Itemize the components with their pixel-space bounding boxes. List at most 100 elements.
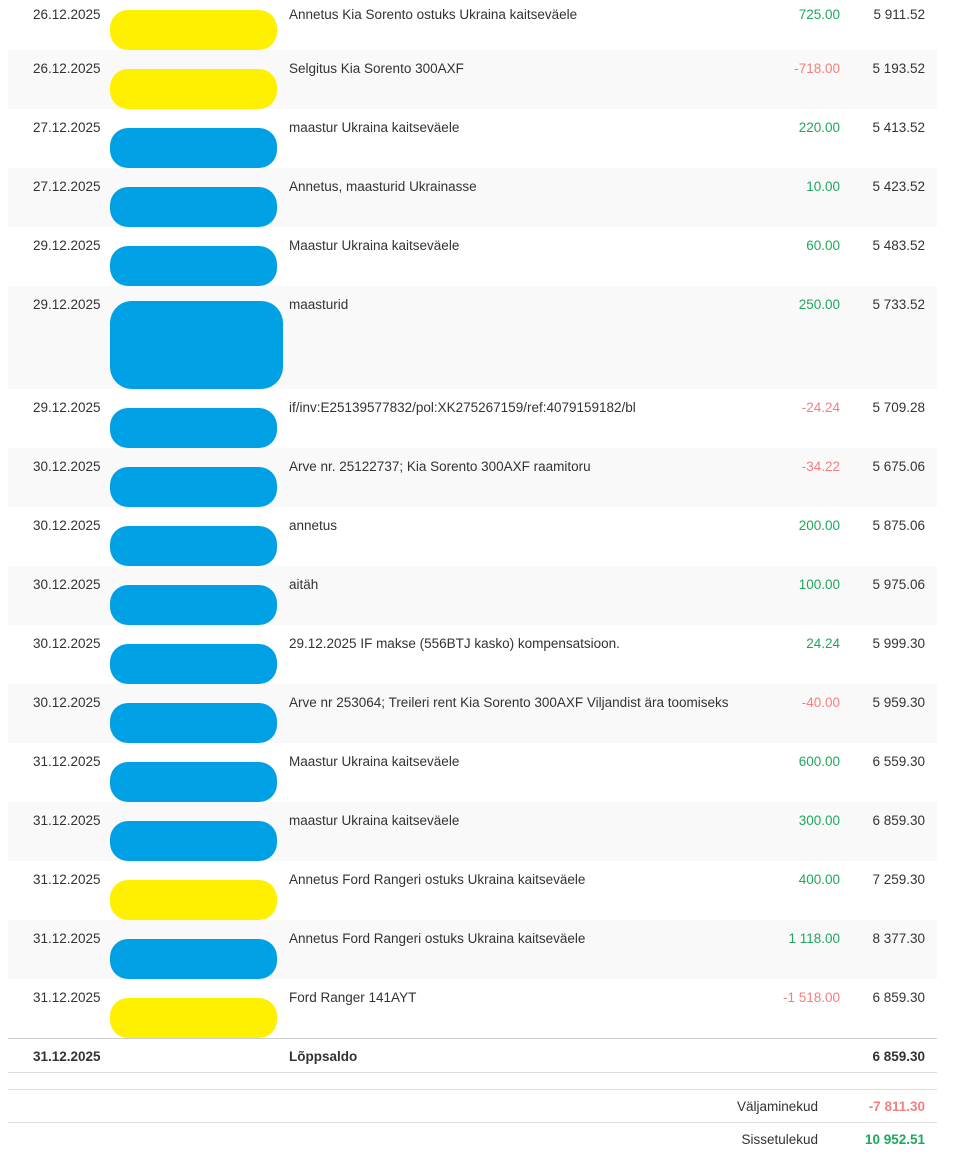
counterparty-cell bbox=[110, 625, 289, 684]
counterparty-cell bbox=[110, 566, 289, 625]
transaction-row[interactable]: 31.12.2025 Maastur Ukraina kaitseväele 6… bbox=[8, 743, 937, 802]
transaction-description: Annetus Ford Rangeri ostuks Ukraina kait… bbox=[289, 872, 586, 887]
transaction-row[interactable]: 27.12.2025 maastur Ukraina kaitseväele 2… bbox=[8, 109, 937, 168]
transaction-date: 31.12.2025 bbox=[33, 872, 101, 887]
transaction-row[interactable]: 29.12.2025 if/inv:E25139577832/pol:XK275… bbox=[8, 389, 937, 448]
redacted-counterparty bbox=[110, 128, 277, 168]
closing-date: 31.12.2025 bbox=[33, 1049, 101, 1064]
transaction-row[interactable]: 27.12.2025 Annetus, maasturid Ukrainasse… bbox=[8, 168, 937, 227]
transaction-description: Annetus Ford Rangeri ostuks Ukraina kait… bbox=[289, 931, 586, 946]
transaction-date: 29.12.2025 bbox=[33, 400, 101, 415]
transaction-row[interactable]: 30.12.2025 annetus 200.00 5 875.06 bbox=[8, 507, 937, 566]
transaction-row[interactable]: 31.12.2025 maastur Ukraina kaitseväele 3… bbox=[8, 802, 937, 861]
transaction-amount: 300.00 bbox=[798, 813, 840, 828]
transaction-date: 31.12.2025 bbox=[33, 990, 101, 1005]
redacted-counterparty bbox=[110, 703, 277, 743]
closing-amount-cell bbox=[750, 1039, 840, 1072]
transaction-amount: 600.00 bbox=[798, 754, 840, 769]
transaction-row[interactable]: 29.12.2025 maasturid 250.00 5 733.52 bbox=[8, 286, 937, 389]
redacted-counterparty bbox=[110, 187, 277, 227]
bank-statement-table: 26.12.2025 Annetus Kia Sorento ostuks Uk… bbox=[8, 0, 937, 1161]
transaction-amount: -34.22 bbox=[801, 459, 840, 474]
transaction-row[interactable]: 29.12.2025 Maastur Ukraina kaitseväele 6… bbox=[8, 227, 937, 286]
transaction-row[interactable]: 31.12.2025 Ford Ranger 141AYT -1 518.00 … bbox=[8, 979, 937, 1038]
counterparty-cell bbox=[110, 168, 289, 227]
transaction-amount: 1 118.00 bbox=[788, 931, 840, 946]
transaction-amount: -24.24 bbox=[801, 400, 840, 415]
transaction-date: 31.12.2025 bbox=[33, 813, 101, 828]
transaction-amount: 200.00 bbox=[798, 518, 840, 533]
counterparty-cell bbox=[110, 50, 289, 109]
transaction-row[interactable]: 31.12.2025 Annetus Ford Rangeri ostuks U… bbox=[8, 920, 937, 979]
redacted-counterparty bbox=[110, 880, 277, 920]
transaction-date: 27.12.2025 bbox=[33, 179, 101, 194]
spacer-row bbox=[8, 1073, 937, 1090]
counterparty-cell bbox=[110, 979, 289, 1038]
transaction-description: annetus bbox=[289, 518, 338, 533]
transaction-row[interactable]: 30.12.2025 Arve nr 253064; Treileri rent… bbox=[8, 684, 937, 743]
closing-balance-row: 31.12.2025 Lõppsaldo 6 859.30 bbox=[8, 1038, 937, 1073]
counterparty-cell bbox=[110, 684, 289, 743]
redacted-counterparty bbox=[110, 246, 277, 286]
transaction-balance: 5 423.52 bbox=[872, 179, 925, 194]
transaction-balance: 5 733.52 bbox=[872, 297, 925, 312]
transaction-description: Arve nr. 25122737; Kia Sorento 300AXF ra… bbox=[289, 459, 591, 474]
transaction-balance: 5 999.30 bbox=[872, 636, 925, 651]
outgoing-value: -7 811.30 bbox=[868, 1099, 925, 1114]
transaction-row[interactable]: 30.12.2025 29.12.2025 IF makse (556BTJ k… bbox=[8, 625, 937, 684]
transaction-amount: 400.00 bbox=[798, 872, 840, 887]
redacted-counterparty bbox=[110, 644, 277, 684]
transaction-balance: 8 377.30 bbox=[872, 931, 925, 946]
transaction-amount: 725.00 bbox=[798, 7, 840, 22]
transaction-balance: 5 959.30 bbox=[872, 695, 925, 710]
transaction-amount: -40.00 bbox=[801, 695, 840, 710]
transaction-balance: 6 559.30 bbox=[872, 754, 925, 769]
counterparty-cell bbox=[110, 743, 289, 802]
redacted-counterparty bbox=[110, 998, 277, 1038]
counterparty-cell bbox=[110, 920, 289, 979]
transaction-row[interactable]: 26.12.2025 Annetus Kia Sorento ostuks Uk… bbox=[8, 0, 937, 50]
transaction-date: 30.12.2025 bbox=[33, 577, 101, 592]
redacted-counterparty bbox=[110, 526, 277, 566]
counterparty-cell bbox=[110, 109, 289, 168]
redacted-counterparty bbox=[110, 69, 277, 109]
outgoing-label: Väljaminekud bbox=[736, 1099, 818, 1114]
transaction-date: 27.12.2025 bbox=[33, 120, 101, 135]
transaction-description: maastur Ukraina kaitseväele bbox=[289, 813, 460, 828]
transaction-balance: 6 859.30 bbox=[872, 990, 925, 1005]
transaction-amount: 100.00 bbox=[798, 577, 840, 592]
incoming-total-row: Sissetulekud 10 952.51 bbox=[8, 1123, 937, 1161]
redacted-counterparty bbox=[110, 467, 277, 507]
redacted-counterparty bbox=[110, 762, 277, 802]
redacted-counterparty bbox=[110, 301, 283, 389]
transaction-row[interactable]: 30.12.2025 Arve nr. 25122737; Kia Sorent… bbox=[8, 448, 937, 507]
redacted-counterparty bbox=[110, 821, 277, 861]
counterparty-cell bbox=[110, 861, 289, 920]
transaction-date: 31.12.2025 bbox=[33, 754, 101, 769]
transaction-row[interactable]: 26.12.2025 Selgitus Kia Sorento 300AXF -… bbox=[8, 50, 937, 109]
transaction-description: Selgitus Kia Sorento 300AXF bbox=[289, 61, 464, 76]
redacted-counterparty bbox=[110, 408, 277, 448]
counterparty-cell bbox=[110, 0, 289, 50]
transaction-description: Ford Ranger 141AYT bbox=[289, 990, 417, 1005]
redacted-counterparty bbox=[110, 939, 277, 979]
counterparty-cell bbox=[110, 507, 289, 566]
transaction-row[interactable]: 31.12.2025 Annetus Ford Rangeri ostuks U… bbox=[8, 861, 937, 920]
transaction-amount: 220.00 bbox=[798, 120, 840, 135]
counterparty-cell bbox=[110, 389, 289, 448]
transaction-date: 30.12.2025 bbox=[33, 518, 101, 533]
transaction-row[interactable]: 30.12.2025 aitäh 100.00 5 975.06 bbox=[8, 566, 937, 625]
transaction-balance: 5 675.06 bbox=[872, 459, 925, 474]
transaction-description: aitäh bbox=[289, 577, 319, 592]
transactions-body: 26.12.2025 Annetus Kia Sorento ostuks Uk… bbox=[8, 0, 937, 1038]
transaction-date: 29.12.2025 bbox=[33, 297, 101, 312]
counterparty-cell bbox=[110, 448, 289, 507]
transaction-date: 30.12.2025 bbox=[33, 636, 101, 651]
transaction-balance: 5 709.28 bbox=[872, 400, 925, 415]
transaction-amount: 10.00 bbox=[806, 179, 840, 194]
transaction-date: 31.12.2025 bbox=[33, 931, 101, 946]
transaction-balance: 5 911.52 bbox=[873, 7, 925, 22]
transaction-amount: -1 518.00 bbox=[782, 990, 840, 1005]
transaction-description: Arve nr 253064; Treileri rent Kia Sorent… bbox=[289, 695, 729, 710]
transaction-balance: 5 875.06 bbox=[872, 518, 925, 533]
